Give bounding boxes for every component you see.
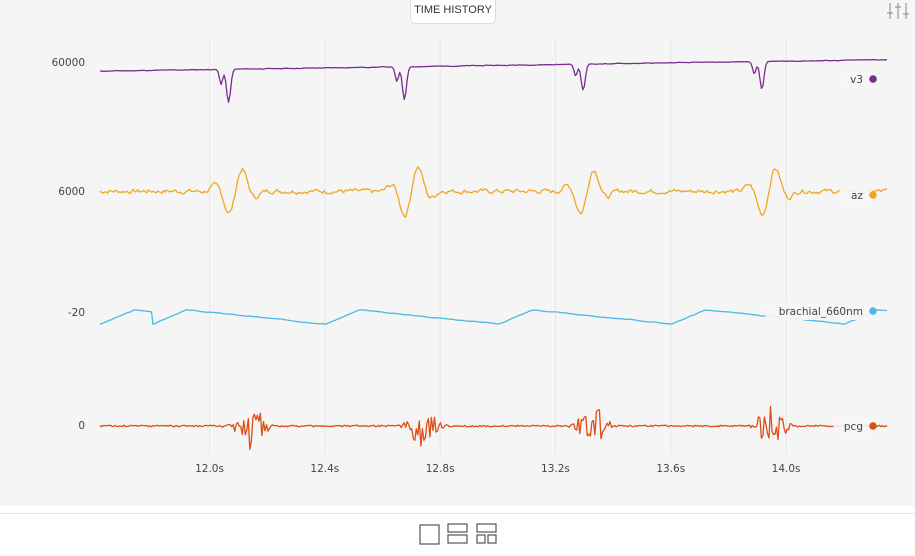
y-scale-label: 6000 (58, 186, 85, 198)
legend-marker (869, 422, 877, 430)
legend-marker (869, 307, 877, 315)
legend-label: pcg (844, 421, 863, 433)
sliders-icon[interactable] (884, 0, 912, 24)
legend-backdrop (839, 70, 872, 88)
legend-marker (869, 191, 877, 199)
x-tick-label: 13.2s (541, 463, 570, 475)
stacked-layout-icon[interactable] (446, 521, 470, 547)
x-tick-label: 14.0s (772, 463, 801, 475)
time-history-chart: 12.0s 12.4s 12.8s 13.2s 13.6s 14.0s60000v3600… (52, 40, 888, 475)
legend-backdrop (839, 186, 872, 204)
x-tick-label: 13.6s (656, 463, 685, 475)
x-tick-label: 12.0s (195, 463, 224, 475)
legend-marker (869, 75, 877, 83)
y-scale-label: 60000 (52, 57, 85, 69)
layout-switcher (418, 521, 500, 547)
grid-layout-icon[interactable] (475, 521, 499, 547)
series-line-az (99, 166, 888, 218)
y-scale-label: 0 (78, 420, 85, 432)
series-line-pcg (99, 405, 888, 450)
series-line-v3 (99, 59, 888, 103)
x-tick-label: 12.4s (310, 463, 339, 475)
legend-backdrop (833, 417, 872, 435)
time-history-panel: TIME HISTORY 12.0s 12.4s 12.8s 13.2s 13.6s 14… (51, 0, 912, 475)
x-tick-label: 12.8s (426, 463, 455, 475)
panel-title: TIME HISTORY (410, 0, 496, 24)
single-panel-layout-icon[interactable] (418, 521, 442, 547)
legend-label: az (851, 190, 863, 202)
legend-backdrop (765, 302, 872, 320)
footer-divider (0, 513, 915, 514)
legend-label: brachial_660nm (779, 306, 863, 318)
legend-label: v3 (850, 74, 863, 86)
y-scale-label: -20 (68, 307, 85, 319)
series-line-brachial_660nm (99, 308, 888, 326)
